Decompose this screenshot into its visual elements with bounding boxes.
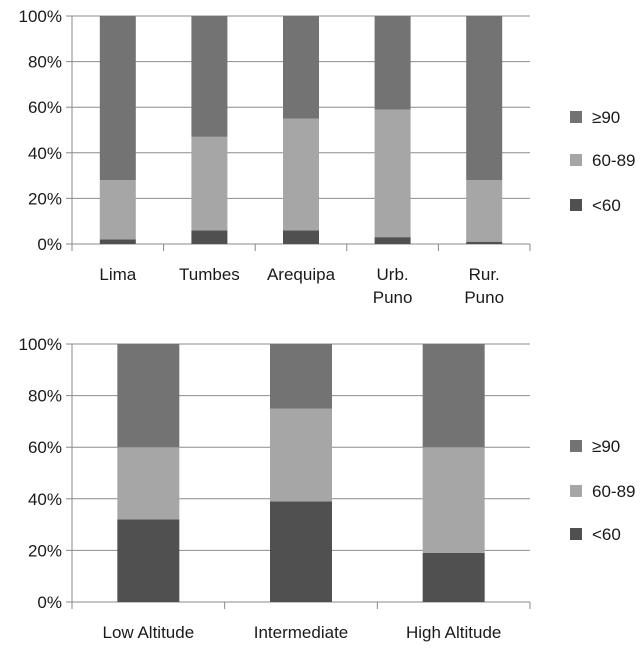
x-tick-label: Tumbes: [179, 265, 240, 284]
bar-segment: [191, 16, 228, 137]
legend-label: ≥90: [592, 108, 620, 127]
x-tick-label: Lima: [99, 265, 136, 284]
bar-segment: [117, 519, 180, 602]
bar-segment: [422, 344, 485, 448]
bar-segment: [422, 552, 485, 602]
bar-segment: [374, 109, 411, 238]
chart-2: 0% 20% 40% 60% 80% 100% Low Altitude Intermedia…: [19, 335, 636, 642]
legend-label: 60-89: [592, 482, 635, 501]
y-tick-label: 40%: [28, 490, 62, 509]
x-tick-label: Low Altitude: [102, 623, 194, 642]
y-tick-label: 0%: [37, 235, 62, 254]
y-tick-label: 60%: [28, 98, 62, 117]
legend-label: <60: [592, 196, 621, 215]
bar-segment: [466, 241, 503, 244]
x-tick-label: Rur. Puno: [464, 265, 504, 307]
bar-segment: [99, 239, 136, 244]
bar-segment: [466, 16, 503, 181]
bar-segment: [422, 447, 485, 553]
bar-segment: [270, 344, 332, 409]
y-tick-label: 100%: [19, 7, 62, 26]
legend-swatch: [570, 111, 582, 123]
bar-segment: [270, 408, 332, 502]
y-tick-label: 20%: [28, 541, 62, 560]
legend-swatch: [570, 154, 582, 166]
legend-label: 60-89: [592, 151, 635, 170]
x-tick-label: Urb. Puno: [373, 265, 413, 307]
bar-segment: [283, 230, 319, 244]
y-tick-label: 100%: [19, 335, 62, 354]
bar-segment: [191, 230, 228, 244]
legend-label: <60: [592, 525, 621, 544]
bar-segment: [466, 180, 503, 242]
x-tick-label: Intermediate: [254, 623, 349, 642]
legend-swatch: [570, 440, 582, 452]
bar-segment: [283, 16, 319, 119]
chart-1: 0% 20% 40% 60% 80% 100% Lima Tumbes Arequipa Urb.…: [19, 7, 636, 307]
y-tick-label: 80%: [28, 53, 62, 72]
x-tick-label: Arequipa: [267, 265, 336, 284]
bar-segment: [374, 16, 411, 110]
bar-segment: [270, 501, 332, 602]
bar-segment: [99, 16, 136, 181]
y-tick-label: 40%: [28, 144, 62, 163]
bar-segment: [117, 447, 180, 520]
bar-segment: [191, 136, 228, 231]
legend-swatch: [570, 485, 582, 497]
y-tick-label: 0%: [37, 593, 62, 612]
bar-segment: [99, 180, 136, 240]
y-tick-label: 80%: [28, 387, 62, 406]
bar-segment: [283, 118, 319, 231]
legend-label: ≥90: [592, 437, 620, 456]
legend-swatch: [570, 199, 582, 211]
y-tick-label: 60%: [28, 438, 62, 457]
x-tick-label: High Altitude: [406, 623, 501, 642]
y-tick-label: 20%: [28, 189, 62, 208]
bar-segment: [117, 344, 180, 448]
bar-segment: [374, 237, 411, 244]
legend-swatch: [570, 528, 582, 540]
